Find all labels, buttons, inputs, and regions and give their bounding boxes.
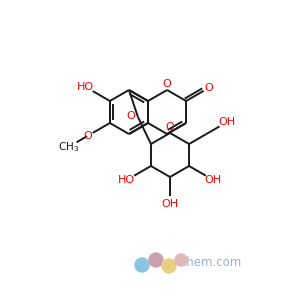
Text: CH$_3$: CH$_3$ xyxy=(58,140,80,154)
Text: HO: HO xyxy=(118,175,135,185)
Text: OH: OH xyxy=(218,117,235,128)
Text: OH: OH xyxy=(204,175,221,185)
Text: O: O xyxy=(163,79,171,89)
Text: O: O xyxy=(166,122,174,131)
Text: HO: HO xyxy=(76,82,94,92)
Circle shape xyxy=(149,253,163,267)
Text: O: O xyxy=(127,111,135,121)
Text: OH: OH xyxy=(161,200,178,209)
Text: Chem.com: Chem.com xyxy=(178,256,242,269)
Text: O: O xyxy=(84,131,92,141)
Circle shape xyxy=(175,254,187,266)
Text: O: O xyxy=(205,83,213,93)
Circle shape xyxy=(135,258,149,272)
Circle shape xyxy=(162,259,176,273)
